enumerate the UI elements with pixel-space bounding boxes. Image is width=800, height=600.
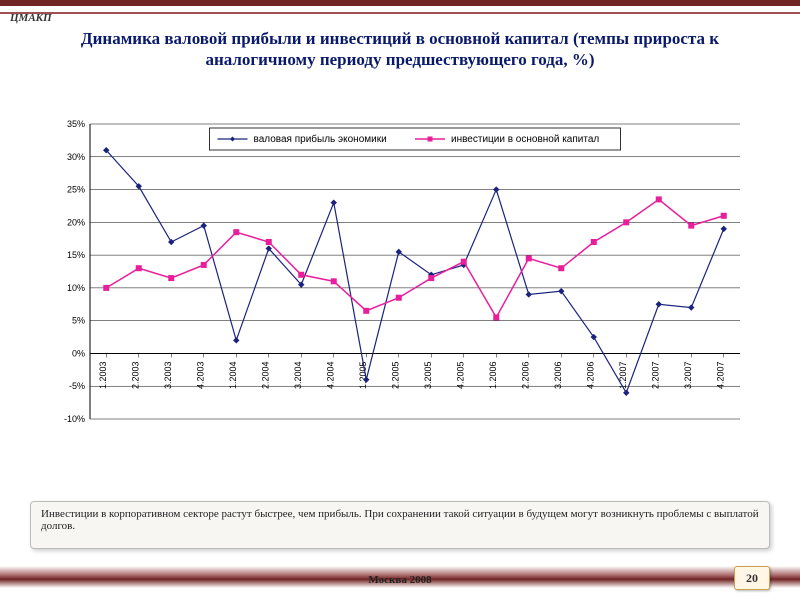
divider-top <box>0 12 800 14</box>
page-number-badge: 20 <box>734 566 770 590</box>
svg-text:4.2004: 4.2004 <box>326 361 336 389</box>
svg-text:3.2006: 3.2006 <box>553 361 563 389</box>
svg-text:3.2004: 3.2004 <box>293 361 303 389</box>
svg-text:2.2004: 2.2004 <box>261 361 271 389</box>
svg-text:1.2003: 1.2003 <box>98 361 108 389</box>
note-box: Инвестиции в корпоративном секторе расту… <box>30 501 770 549</box>
svg-text:2.2006: 2.2006 <box>521 361 531 389</box>
svg-text:30%: 30% <box>67 152 85 162</box>
footer-text: Москва 2008 <box>0 574 800 586</box>
svg-text:0%: 0% <box>72 348 85 358</box>
svg-text:2.2007: 2.2007 <box>651 361 661 389</box>
svg-text:20%: 20% <box>67 217 85 227</box>
svg-text:2.2005: 2.2005 <box>391 361 401 389</box>
svg-text:5%: 5% <box>72 316 85 326</box>
svg-text:3.2003: 3.2003 <box>163 361 173 389</box>
svg-text:-10%: -10% <box>64 414 85 424</box>
chart-svg: -10% -5% 0% 5% 10% 15% 20% 25% 30% 35% 1.2003 2.200… <box>50 114 750 474</box>
svg-text:4.2007: 4.2007 <box>716 361 726 389</box>
logo-text: ЦМАКП <box>10 12 52 24</box>
svg-text:15%: 15% <box>67 250 85 260</box>
line-chart: -10% -5% 0% 5% 10% 15% 20% 25% 30% 35% 1.2003 2.200… <box>50 114 750 474</box>
svg-text:4.2006: 4.2006 <box>586 361 596 389</box>
svg-text:1.2006: 1.2006 <box>488 361 498 389</box>
svg-text:1.2007: 1.2007 <box>618 361 628 389</box>
svg-text:35%: 35% <box>67 119 85 129</box>
slide-title: Динамика валовой прибыли и инвестиций в … <box>30 28 770 71</box>
svg-text:валовая прибыль экономики: валовая прибыль экономики <box>254 133 387 145</box>
svg-text:-5%: -5% <box>69 381 85 391</box>
svg-text:4.2003: 4.2003 <box>196 361 206 389</box>
svg-text:3.2007: 3.2007 <box>683 361 693 389</box>
svg-text:2.2003: 2.2003 <box>131 361 141 389</box>
svg-text:4.2005: 4.2005 <box>456 361 466 389</box>
svg-text:1.2004: 1.2004 <box>228 361 238 389</box>
svg-text:3.2005: 3.2005 <box>423 361 433 389</box>
svg-text:25%: 25% <box>67 185 85 195</box>
slide: ЦМАКП Динамика валовой прибыли и инвести… <box>0 0 800 600</box>
svg-text:инвестиции в основной капитал: инвестиции в основной капитал <box>451 134 599 145</box>
svg-text:10%: 10% <box>67 283 85 293</box>
